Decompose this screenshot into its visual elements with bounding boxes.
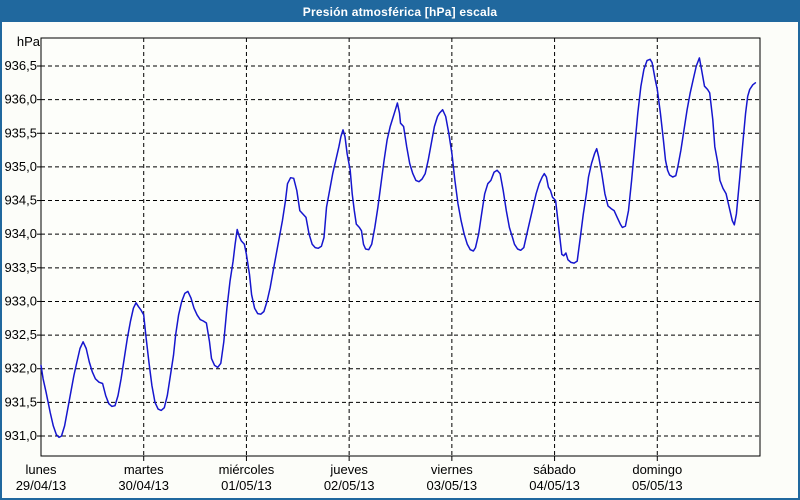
- y-tick-label: 935,5: [4, 125, 37, 140]
- plot-background: [41, 38, 760, 456]
- y-tick-label: 934,0: [4, 226, 37, 241]
- x-day-label: jueves: [329, 462, 368, 477]
- x-date-label: 04/05/13: [529, 478, 580, 493]
- x-day-label: lunes: [25, 462, 57, 477]
- y-tick-label: 931,5: [4, 394, 37, 409]
- y-tick-label: 935,0: [4, 159, 37, 174]
- x-date-label: 05/05/13: [632, 478, 683, 493]
- x-date-label: 02/05/13: [324, 478, 375, 493]
- window-title: Presión atmosférica [hPa] escala: [302, 5, 498, 19]
- x-date-label: 03/05/13: [427, 478, 478, 493]
- x-day-label: martes: [124, 462, 164, 477]
- x-date-label: 01/05/13: [221, 478, 272, 493]
- y-tick-label: 936,5: [4, 58, 37, 73]
- x-date-label: 29/04/13: [16, 478, 67, 493]
- x-date-label: 30/04/13: [118, 478, 169, 493]
- y-tick-label: 936,0: [4, 92, 37, 107]
- y-tick-label: 933,0: [4, 293, 37, 308]
- pressure-series-line: [40, 57, 757, 439]
- y-tick-label: 931,0: [4, 428, 37, 443]
- x-day-label: miércoles: [219, 462, 275, 477]
- y-tick-label: 932,0: [4, 361, 37, 376]
- y-tick-label: 932,5: [4, 327, 37, 342]
- chart-area: 936,5 936,0 935,5 935,0 934,5 934,0 933,5 933,0…: [2, 22, 798, 496]
- x-day-label: viernes: [431, 462, 473, 477]
- y-tick-label: 933,5: [4, 260, 37, 275]
- window-titlebar: Presión atmosférica [hPa] escala: [2, 2, 798, 22]
- x-day-label: sábado: [533, 462, 576, 477]
- plot-border: [40, 37, 761, 457]
- y-tick-label: 934,5: [4, 193, 37, 208]
- y-axis-unit-label: hPa: [17, 34, 41, 49]
- x-day-label: domingo: [632, 462, 682, 477]
- pressure-line-chart: 936,5 936,0 935,5 935,0 934,5 934,0 933,5 933,0…: [4, 34, 761, 493]
